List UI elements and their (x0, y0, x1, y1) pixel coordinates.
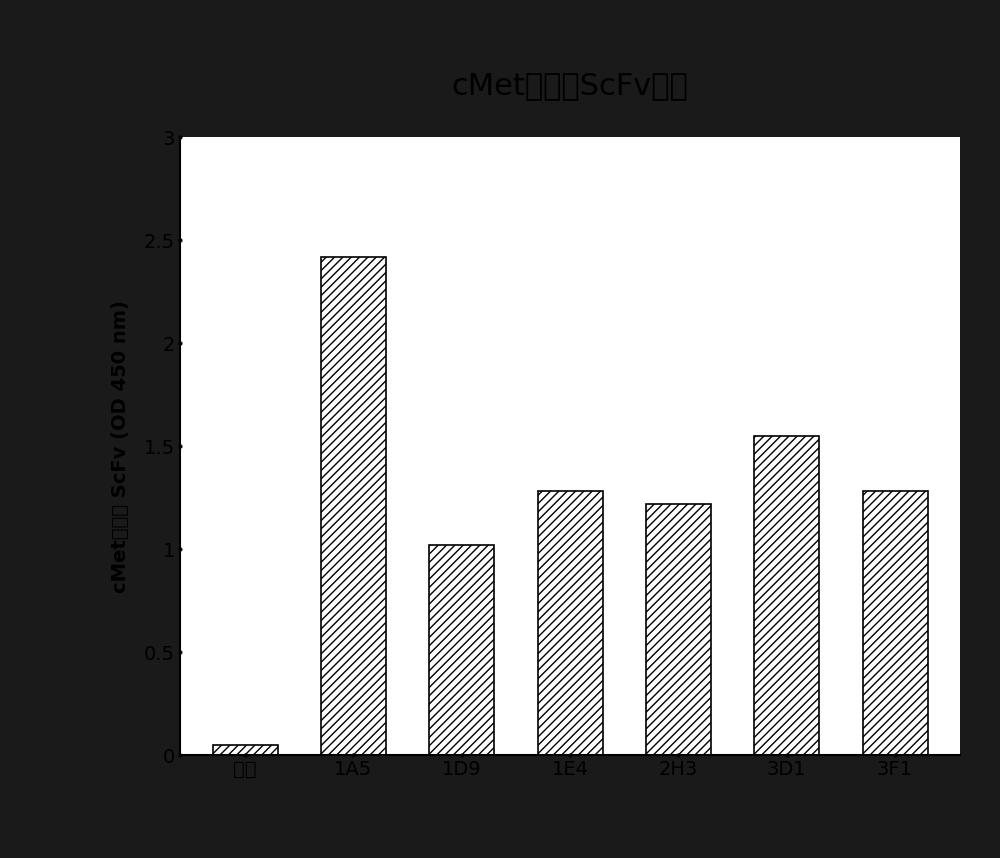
Bar (646, 504, 711, 755)
Bar (538, 492, 602, 755)
Text: cMet结合性ScFv蛋白: cMet结合性ScFv蛋白 (452, 71, 688, 100)
Bar (429, 545, 494, 755)
Bar (212, 745, 278, 755)
Bar (321, 257, 386, 755)
Y-axis label: cMet结合性 ScFv (OD 450 nm): cMet结合性 ScFv (OD 450 nm) (111, 299, 130, 593)
Bar (754, 436, 819, 755)
Bar (863, 492, 928, 755)
